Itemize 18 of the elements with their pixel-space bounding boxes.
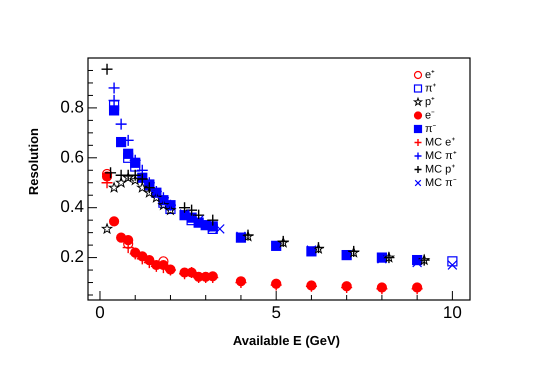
legend-label: MC π⁺ xyxy=(425,150,457,162)
legend-label: π⁻ xyxy=(425,122,437,135)
y-axis-title: Resolution xyxy=(26,128,41,196)
legend-label: MC p⁺ xyxy=(425,163,456,176)
legend-label: MC e⁺ xyxy=(425,136,456,148)
x-tick-label: 10 xyxy=(442,303,462,322)
x-tick-label: 5 xyxy=(271,303,281,322)
legend-label: e⁺ xyxy=(425,68,436,81)
y-tick-label: 0.6 xyxy=(60,147,84,166)
y-tick-label: 0.2 xyxy=(60,247,84,266)
legend-label: MC π⁻ xyxy=(425,176,457,189)
legend-label: e⁻ xyxy=(425,109,436,122)
legend-label: π⁺ xyxy=(425,82,437,94)
y-tick-label: 0.8 xyxy=(60,97,84,116)
y-tick-label: 0.4 xyxy=(60,197,84,216)
x-axis-title: Available E (GeV) xyxy=(232,333,340,348)
x-tick-label: 0 xyxy=(95,303,105,322)
legend-label: p⁺ xyxy=(425,96,436,108)
